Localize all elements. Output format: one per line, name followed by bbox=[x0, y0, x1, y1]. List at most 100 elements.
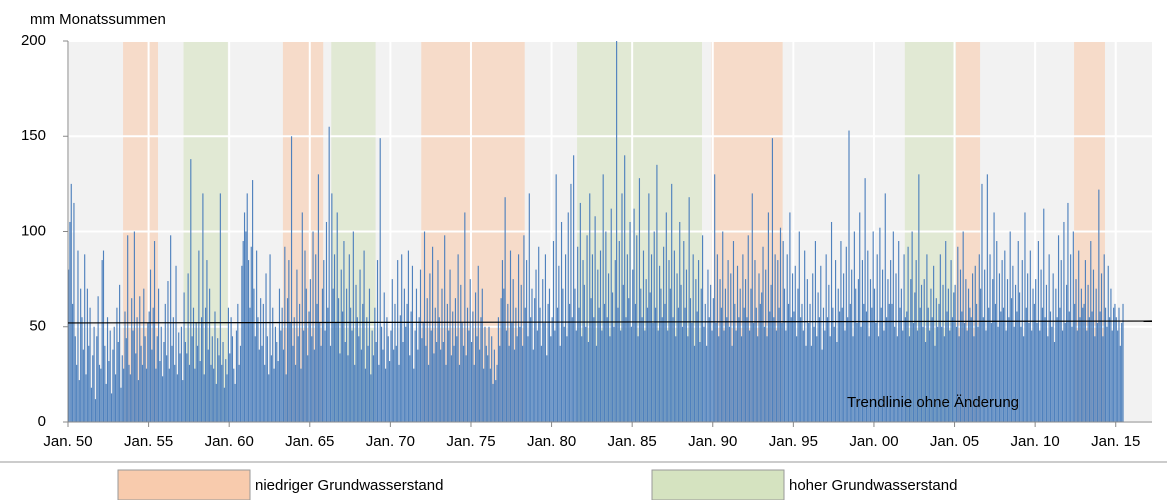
bar bbox=[268, 374, 270, 422]
bar bbox=[1094, 336, 1096, 422]
bar bbox=[836, 341, 838, 422]
bar bbox=[918, 174, 920, 422]
bar bbox=[1027, 273, 1029, 422]
bar bbox=[426, 298, 428, 422]
bar bbox=[454, 298, 456, 422]
bar bbox=[680, 284, 682, 422]
bar bbox=[864, 178, 866, 422]
bar bbox=[949, 330, 951, 422]
bar bbox=[503, 288, 505, 422]
bar bbox=[763, 326, 765, 422]
bar bbox=[922, 326, 924, 422]
bar bbox=[336, 212, 338, 422]
bar bbox=[383, 292, 385, 422]
bar bbox=[519, 326, 521, 422]
bar bbox=[710, 284, 712, 422]
legend-swatch bbox=[651, 469, 785, 500]
bar bbox=[378, 364, 380, 422]
bar bbox=[465, 355, 467, 422]
bar bbox=[380, 326, 383, 422]
bar bbox=[789, 212, 791, 422]
bar bbox=[324, 330, 326, 422]
bar bbox=[953, 292, 955, 422]
bar bbox=[668, 260, 670, 422]
bar bbox=[256, 250, 258, 422]
bar bbox=[706, 345, 708, 422]
bar bbox=[590, 298, 592, 422]
bar bbox=[598, 307, 600, 422]
bar bbox=[890, 260, 892, 422]
bar bbox=[868, 336, 870, 422]
bar bbox=[683, 241, 685, 422]
bar bbox=[887, 279, 889, 422]
bar bbox=[180, 326, 182, 422]
bar bbox=[671, 183, 673, 422]
bar bbox=[923, 279, 925, 422]
bar bbox=[851, 269, 853, 422]
bar bbox=[125, 338, 127, 422]
bar bbox=[1019, 292, 1021, 422]
bar bbox=[123, 368, 125, 422]
bar bbox=[520, 284, 522, 422]
bar bbox=[661, 317, 663, 422]
bar bbox=[1109, 317, 1111, 422]
bar bbox=[309, 279, 311, 422]
bar bbox=[194, 368, 196, 422]
bar bbox=[704, 303, 706, 422]
bar bbox=[1021, 260, 1023, 422]
bar bbox=[1082, 307, 1084, 422]
bar bbox=[308, 311, 310, 422]
bar bbox=[973, 336, 975, 422]
x-tick-label: Jan. 80 bbox=[527, 433, 576, 450]
bar bbox=[924, 341, 927, 422]
bar bbox=[280, 330, 282, 422]
bar bbox=[972, 273, 974, 422]
bar bbox=[828, 284, 830, 422]
bar bbox=[620, 330, 622, 422]
bar bbox=[859, 212, 861, 422]
bar bbox=[121, 355, 123, 422]
bar bbox=[731, 345, 733, 422]
bar bbox=[312, 231, 314, 422]
bar bbox=[375, 341, 377, 422]
bar bbox=[771, 138, 774, 422]
bar bbox=[834, 260, 837, 422]
bar bbox=[728, 326, 731, 422]
bar bbox=[578, 307, 580, 422]
bar bbox=[1111, 330, 1113, 422]
bar bbox=[69, 221, 71, 422]
bar bbox=[863, 303, 865, 422]
bar bbox=[96, 336, 98, 422]
bar bbox=[817, 292, 819, 422]
bar bbox=[452, 311, 454, 422]
bar bbox=[175, 265, 177, 422]
bar bbox=[124, 311, 126, 422]
bar bbox=[723, 330, 725, 422]
bar bbox=[461, 322, 463, 422]
bar bbox=[331, 193, 333, 422]
bar bbox=[190, 159, 192, 423]
bar bbox=[641, 317, 643, 422]
bar bbox=[376, 260, 379, 422]
bar bbox=[945, 241, 947, 422]
bar bbox=[483, 368, 485, 422]
bar bbox=[898, 241, 900, 422]
bar bbox=[687, 336, 689, 422]
bar bbox=[491, 336, 493, 422]
bar bbox=[700, 288, 702, 422]
bar bbox=[845, 246, 847, 422]
bar bbox=[961, 311, 963, 422]
bar bbox=[119, 284, 121, 422]
bar bbox=[1119, 345, 1121, 422]
bar bbox=[589, 193, 591, 422]
bar bbox=[238, 364, 240, 422]
bar bbox=[816, 336, 818, 422]
bar bbox=[796, 336, 798, 422]
bar bbox=[1016, 311, 1018, 422]
bar bbox=[696, 311, 698, 422]
bar bbox=[691, 322, 693, 422]
bar bbox=[307, 355, 309, 422]
bar bbox=[500, 298, 502, 422]
bar bbox=[787, 303, 790, 422]
